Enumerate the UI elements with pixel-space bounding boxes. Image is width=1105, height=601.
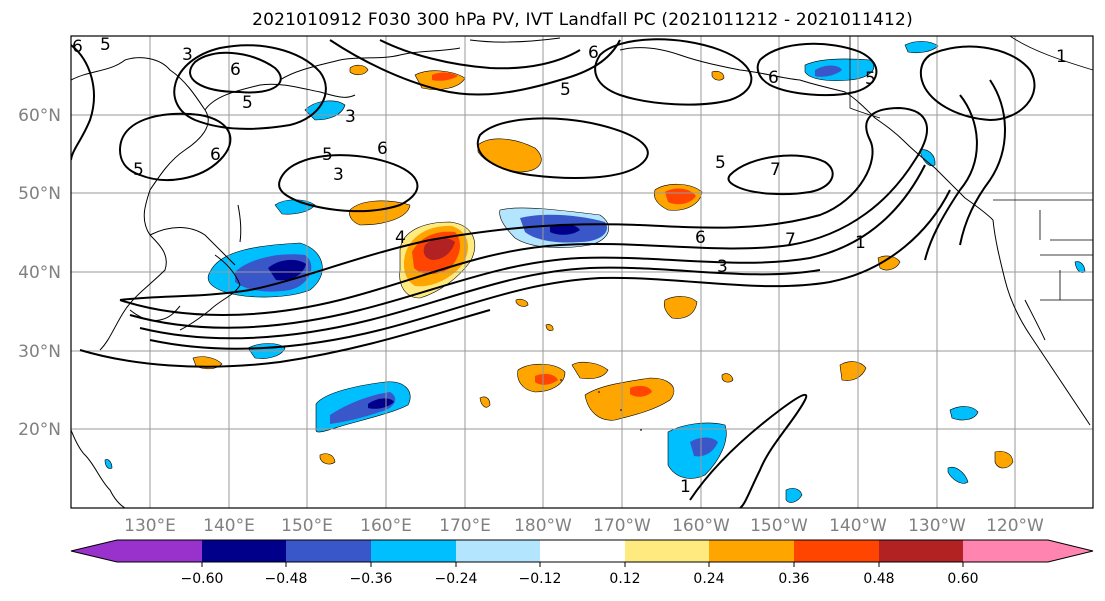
lat-label-60n: 60°N [18, 106, 61, 126]
contour-label: 5 [133, 160, 144, 180]
lat-label-40n: 40°N [18, 263, 61, 283]
contour-label: 6 [72, 37, 83, 57]
contour-label: 6 [210, 145, 221, 165]
lon-label-140w: 140°W [829, 516, 887, 536]
lon-label-180w: 180°W [514, 516, 572, 536]
contour-label: 1 [680, 477, 691, 497]
colorbar-max-extend [1048, 540, 1093, 562]
colorbar-bin [963, 540, 1048, 562]
figure-title: 2021010912 F030 300 hPa PV, IVT Landfall… [252, 10, 913, 30]
colorbar-ticks [201, 562, 964, 567]
colorbar-tick-label: −0.24 [435, 571, 478, 587]
lat-label-20n: 20°N [18, 420, 61, 440]
contour-label: 4 [395, 228, 406, 248]
contour-label: 5 [322, 145, 333, 165]
contour-label: 1 [855, 233, 866, 253]
colorbar-bin [625, 540, 709, 562]
contour-label: 5 [865, 69, 876, 89]
colorbar-tick-label: 0.12 [609, 571, 640, 587]
contour-label: 3 [345, 107, 356, 127]
pv-contours [71, 38, 1036, 508]
contour-label: 6 [588, 43, 599, 63]
colorbar-tick-label: −0.12 [519, 571, 562, 587]
lon-label-170e: 170°E [439, 516, 491, 536]
lon-label-170w: 170°W [593, 516, 651, 536]
colorbar-bin [286, 540, 371, 562]
lon-label-130e: 130°E [124, 516, 176, 536]
colorbar-bin [456, 540, 540, 562]
negative-anomaly-shading [104, 41, 1086, 503]
colorbar-tick-label: −0.48 [265, 571, 308, 587]
contour-label: 7 [785, 230, 796, 250]
colorbar-bin [202, 540, 286, 562]
contour-label: 3 [717, 257, 728, 277]
lat-label-50n: 50°N [18, 184, 61, 204]
colorbar-tick-label: −0.60 [181, 571, 224, 587]
lon-label-120w: 120°W [986, 516, 1044, 536]
contour-label: 5 [100, 35, 111, 55]
contour-label: 3 [182, 45, 193, 65]
contour-label: 6 [768, 68, 779, 88]
colorbar-bin [117, 540, 202, 562]
map-border [70, 35, 1094, 509]
colorbar-outline [70, 539, 1094, 563]
contour-label: 6 [230, 60, 241, 80]
lat-label-30n: 30°N [18, 342, 61, 362]
colorbar-bin [709, 540, 794, 562]
longitude-labels: 130°E 140°E 150°E 160°E 170°E 180°W 170°… [124, 516, 1044, 536]
lon-label-150e: 150°E [281, 516, 333, 536]
lon-label-160w: 160°W [672, 516, 730, 536]
lon-label-150w: 150°W [750, 516, 808, 536]
contour-label: 5 [242, 93, 253, 113]
contour-label: 6 [377, 139, 388, 159]
colorbar-tick-labels: −0.60 −0.48 −0.36 −0.24 −0.12 0.12 0.24 … [181, 571, 979, 587]
map-gridlines [71, 36, 1093, 508]
coastlines [71, 37, 1091, 508]
contour-label: 7 [770, 160, 781, 180]
lon-label-130w: 130°W [908, 516, 966, 536]
contour-label: 5 [715, 153, 726, 173]
colorbar-tick-label: −0.36 [350, 571, 393, 587]
contour-label: 6 [695, 228, 706, 248]
lon-label-160e: 160°E [360, 516, 412, 536]
colorbar-tick-label: 0.24 [693, 571, 724, 587]
colorbar-tick-label: 0.36 [778, 571, 809, 587]
latitude-labels: 60°N 50°N 40°N 30°N 20°N [18, 106, 61, 440]
colorbar-bin [794, 540, 879, 562]
contour-label: 3 [333, 165, 344, 185]
contour-label: 1 [1056, 47, 1067, 67]
colorbar: −0.60 −0.48 −0.36 −0.24 −0.12 0.12 0.24 … [70, 539, 1094, 587]
shaded-anomalies [104, 41, 1086, 503]
colorbar-bin [371, 540, 456, 562]
colorbar-bin [540, 540, 625, 562]
contour-label-group: 5 3 6 5 6 5 6 6 5 3 7 5 6 5 3 4 6 3 1 1 … [72, 35, 1067, 497]
colorbar-bin [879, 540, 963, 562]
colorbar-min-extend [71, 540, 117, 562]
lon-label-140e: 140°E [203, 516, 255, 536]
colorbar-tick-label: 0.60 [947, 571, 978, 587]
political-borders [849, 36, 1093, 301]
positive-anomaly-shading [192, 64, 1014, 469]
colorbar-tick-label: 0.48 [863, 571, 894, 587]
contour-label: 5 [560, 80, 571, 100]
